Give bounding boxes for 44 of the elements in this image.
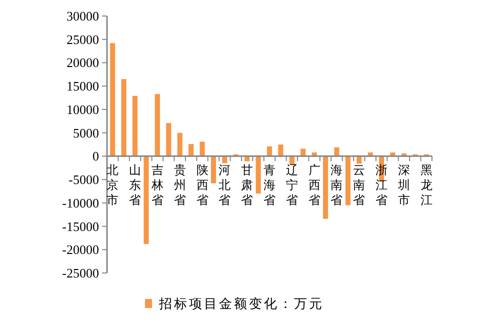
bar [154,94,160,156]
bar [200,142,205,156]
x-tick-label: 辽宁省 [286,163,298,208]
y-tick-label: -20000 [62,242,99,258]
y-tick-label: -15000 [62,218,99,234]
x-tick-label: 陕西省 [196,163,208,208]
x-tick-label: 山东省 [129,163,142,208]
x-tick-label: 北京市 [106,163,119,208]
bar [210,156,216,184]
x-tick-label: 海南省 [330,163,343,208]
bar [300,148,306,156]
bar [278,144,284,156]
y-tick-label: 20000 [66,55,99,70]
x-tick-label: 云南省 [353,163,366,208]
bar [110,43,116,156]
y-tick-label: 30000 [66,8,99,24]
y-tick-label: 15000 [66,78,99,94]
bar [132,96,138,156]
bar [177,132,182,156]
y-tick-label: -10000 [62,195,99,210]
x-tick-label: 深圳市 [396,163,410,208]
x-tick-label: 河北省 [218,163,231,208]
bar [334,147,340,156]
bar [121,79,126,156]
bar [144,156,149,244]
y-tick-label: -25000 [62,266,99,280]
x-tick-label: 黑龙江 [420,163,432,208]
x-tick-label: 贵州省 [174,163,186,208]
bar [256,156,261,194]
x-tick-label: 青海省 [264,163,276,208]
bar [166,123,172,156]
x-tick-label: 甘肃省 [241,163,254,208]
y-tick-label: 10000 [66,102,99,117]
bar [266,146,272,156]
x-tick-label: 吉林省 [150,163,164,208]
y-tick-label: -5000 [68,172,99,188]
bar [188,144,194,156]
y-tick-label: 25000 [66,32,99,47]
y-tick-label: 0 [92,148,99,164]
bar [345,156,350,206]
bar [323,156,328,219]
x-tick-label: 广西省 [308,163,320,208]
legend-label: 招标项目金额变化：万元 [158,297,324,312]
y-tick-label: 5000 [73,125,99,140]
